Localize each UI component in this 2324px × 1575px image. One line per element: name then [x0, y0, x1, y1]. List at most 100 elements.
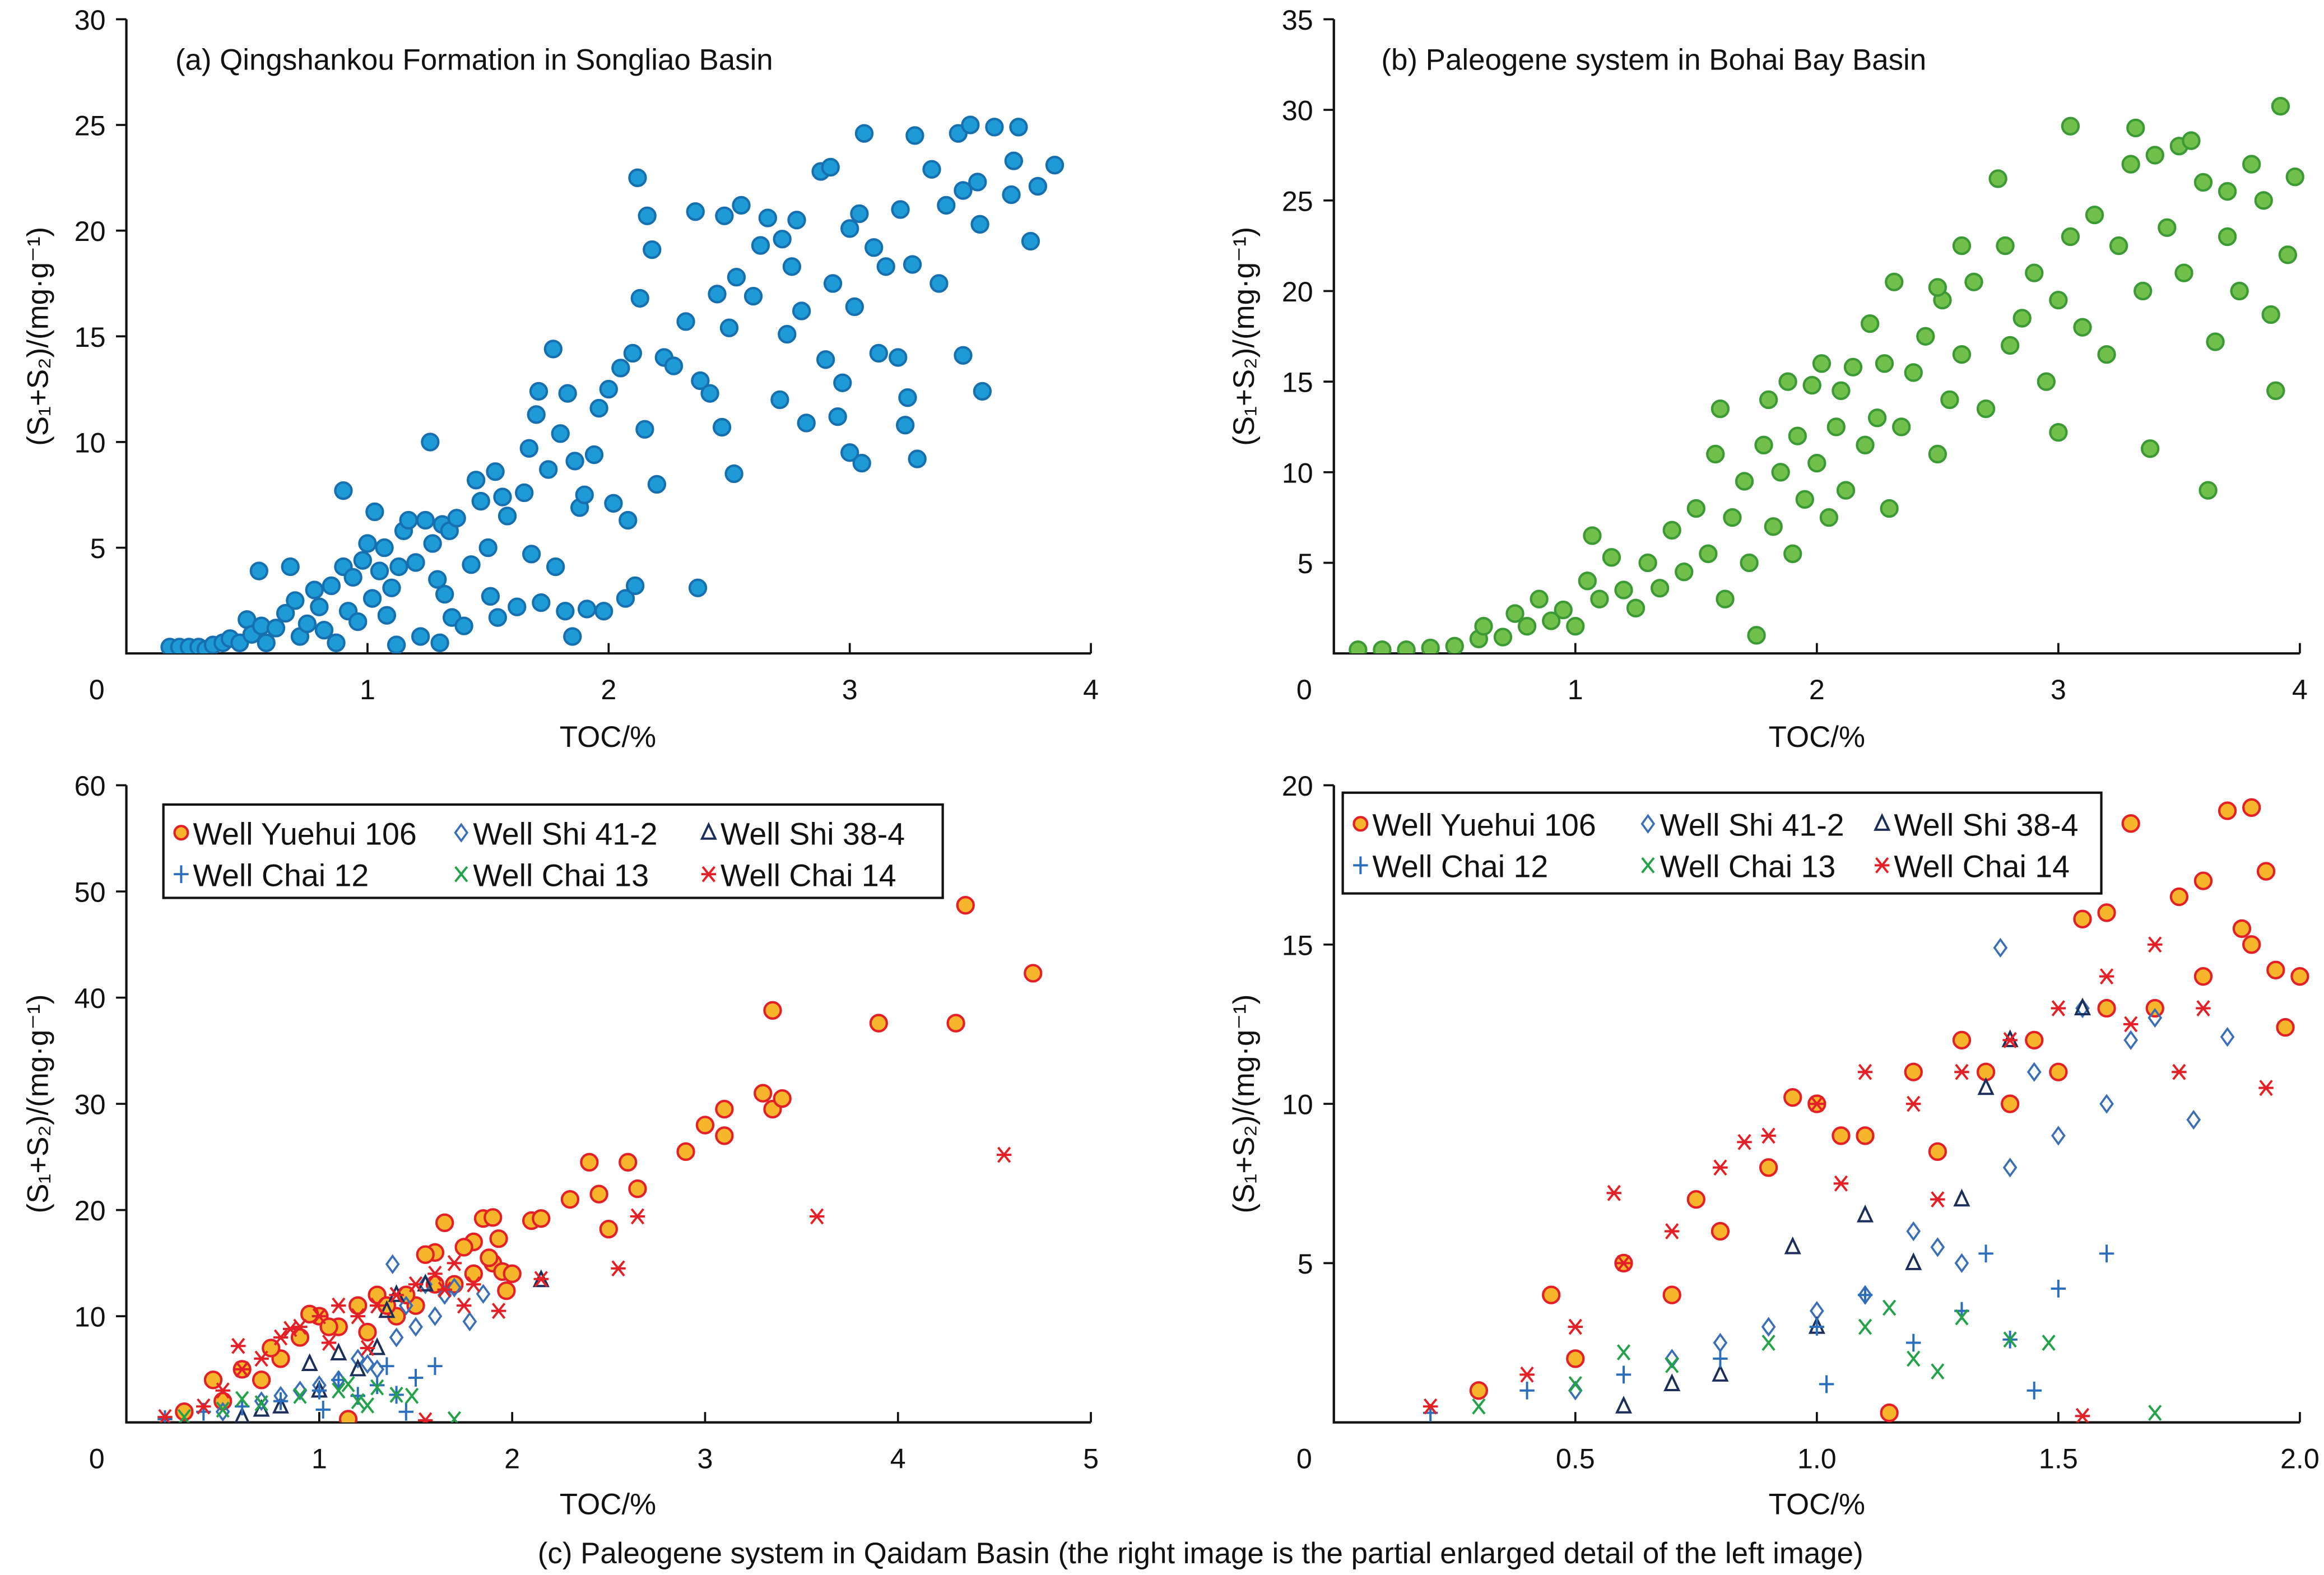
data-point	[1519, 1366, 1535, 1383]
data-point	[175, 1402, 194, 1421]
data-point	[1445, 636, 1464, 654]
data-point	[1857, 1063, 1873, 1080]
data-point	[1686, 499, 1705, 518]
data-point	[282, 1321, 298, 1337]
data-point	[2148, 1405, 2162, 1421]
data-point	[1554, 600, 1573, 620]
data-point	[908, 449, 927, 468]
series-well-chai-13	[177, 1376, 462, 1423]
data-point	[1699, 544, 1718, 563]
data-point	[2075, 998, 2090, 1019]
data-point	[782, 257, 802, 276]
x-tick-label: 2	[504, 1443, 520, 1475]
data-point	[577, 600, 597, 619]
data-point	[599, 1220, 618, 1239]
data-point	[619, 1153, 638, 1172]
data-point	[589, 398, 608, 418]
y-tick-label: 10	[75, 1302, 106, 1333]
data-point	[896, 416, 915, 435]
data-point	[2073, 909, 2092, 928]
data-point	[1764, 517, 1783, 536]
data-point	[1028, 176, 1048, 196]
data-point	[611, 1260, 626, 1277]
panel-c-right-ylabel: (S₁+S₂)/(mg·g⁻¹)	[1228, 995, 1261, 1214]
legend-marker-plus	[1353, 856, 1368, 875]
data-point	[2051, 1279, 2066, 1298]
data-point	[456, 1297, 472, 1314]
data-point	[254, 1350, 269, 1367]
data-point	[2025, 263, 2044, 282]
data-point	[2266, 381, 2285, 400]
data-point	[1783, 1088, 1802, 1107]
data-point	[903, 255, 922, 274]
data-point	[1795, 490, 1814, 509]
data-point	[273, 1392, 289, 1410]
data-point	[370, 1379, 384, 1396]
data-point	[628, 168, 647, 187]
data-point	[215, 1401, 230, 1422]
data-point	[1836, 481, 1856, 500]
data-point	[1940, 390, 1959, 410]
data-point	[2109, 236, 2128, 255]
data-point	[691, 371, 710, 391]
data-point	[515, 483, 534, 503]
data-point	[369, 1297, 385, 1314]
x-tick-label: 1	[312, 1443, 327, 1475]
data-point	[676, 1142, 695, 1161]
data-point	[2026, 1381, 2042, 1400]
data-point	[408, 1317, 423, 1337]
data-point	[2002, 1158, 2018, 1178]
x-tick-label: 1.5	[2039, 1443, 2078, 1475]
data-point	[630, 1208, 645, 1225]
data-point	[1045, 156, 1065, 175]
data-point	[1930, 1191, 1945, 1208]
data-point	[2042, 1335, 2056, 1351]
x-tick-label: 1.0	[1797, 1443, 1837, 1475]
x-tick-label: 2	[601, 674, 616, 705]
data-point	[676, 312, 695, 331]
data-point	[1759, 1158, 1778, 1177]
legend-label: Well Yuehui 106	[1373, 807, 1596, 842]
y-tick-label: 20	[1282, 276, 1313, 308]
data-point	[719, 318, 739, 337]
data-point	[416, 1245, 435, 1264]
data-point	[724, 464, 743, 484]
data-point	[532, 593, 551, 612]
data-point	[385, 1254, 400, 1274]
data-point	[864, 238, 884, 257]
data-point	[1747, 626, 1766, 645]
data-point	[754, 1084, 773, 1103]
data-point	[563, 627, 582, 646]
data-point	[213, 1392, 233, 1411]
data-point	[527, 405, 546, 424]
data-point	[252, 1370, 271, 1390]
panel-a-ylabel: (S₁+S₂)/(mg·g⁻¹)	[21, 227, 54, 446]
series-well-shi-41-2	[1568, 937, 2235, 1401]
data-point	[604, 494, 623, 513]
data-point	[1590, 589, 1609, 608]
data-point	[234, 1361, 250, 1378]
data-point	[1568, 1318, 1583, 1335]
data-point	[301, 1353, 318, 1371]
data-point	[360, 1354, 375, 1374]
data-point	[1976, 399, 1996, 419]
data-point	[1953, 1188, 1970, 1207]
data-point	[343, 568, 362, 587]
data-point	[778, 324, 797, 344]
y-tick-label: 30	[1282, 95, 1313, 127]
data-point	[330, 1342, 347, 1361]
data-point	[1530, 589, 1549, 608]
data-point	[1907, 1350, 1921, 1367]
data-point	[546, 557, 565, 577]
data-point	[1832, 381, 1851, 400]
data-point	[1662, 1285, 1681, 1304]
data-point	[2123, 1016, 2139, 1033]
y-tick-label: 20	[75, 216, 106, 247]
data-point	[377, 606, 397, 625]
data-point	[727, 267, 746, 287]
data-point	[1616, 1344, 1631, 1361]
data-point	[2158, 218, 2177, 237]
data-point	[1807, 453, 1826, 473]
legend-marker-triangle	[700, 821, 717, 840]
data-point	[1566, 617, 1585, 636]
